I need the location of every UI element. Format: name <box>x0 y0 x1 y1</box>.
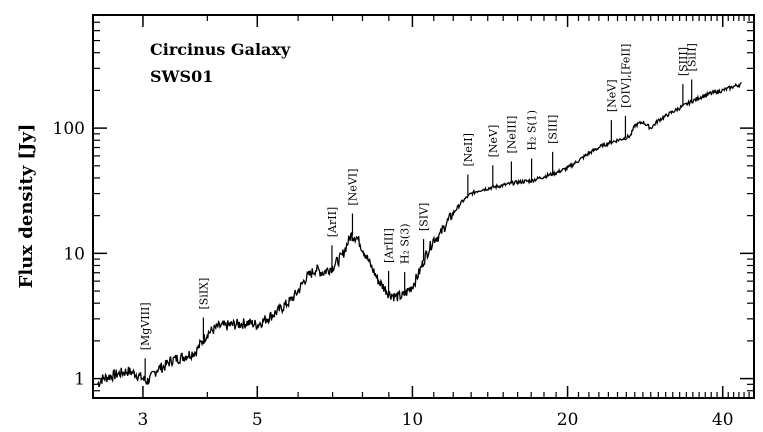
emission-line-label: [SIII] <box>677 47 690 76</box>
emission-line-label: [MgVIII] <box>139 302 152 350</box>
x-tick-label: 5 <box>252 410 263 430</box>
emission-line-label: [ArII] <box>326 207 339 237</box>
x-tick-label: 40 <box>712 410 734 430</box>
y-tick-label: 100 <box>53 119 85 139</box>
x-tick-label: 3 <box>138 410 149 430</box>
emission-line-label: [ArIII] <box>383 228 396 263</box>
emission-line-label: [NeVI] <box>346 169 359 206</box>
emission-line-label: [OIV],[FeII] <box>619 44 632 108</box>
emission-line-label: [SiIX] <box>197 278 210 310</box>
emission-line-label: H₂ S(3) <box>399 223 412 264</box>
emission-line-label: [NeV] <box>487 125 500 158</box>
emission-line-label: [NeV] <box>605 79 618 112</box>
emission-line-label: [SIV] <box>418 203 431 231</box>
x-tick-label: 20 <box>557 410 579 430</box>
y-tick-label: 1 <box>74 370 85 390</box>
y-axis-ticks: 1 10 100 <box>53 14 754 399</box>
line-annotations: [MgVIII] [SiIX] [ArII] [NeVI] [ArIII] H₂ S(3)… <box>139 43 699 381</box>
emission-line-label: [NeII] <box>462 133 475 166</box>
chart-title: Circinus Galaxy <box>150 40 291 59</box>
emission-line-label: [SiII] <box>686 43 699 71</box>
chart-subtitle: SWS01 <box>150 67 213 86</box>
series-line <box>97 81 742 388</box>
emission-line-label: H₂ S(1) <box>526 110 539 151</box>
x-axis-ticks: 3 5 10 20 40 <box>138 15 750 430</box>
y-tick-label: 10 <box>63 244 85 264</box>
emission-line-label: [NeIII] <box>505 116 518 154</box>
plot-frame <box>92 14 755 399</box>
emission-line-label: [SIII] <box>547 115 560 144</box>
x-tick-label: 10 <box>402 410 424 430</box>
y-axis-label: Flux density [Jy] <box>16 124 37 289</box>
